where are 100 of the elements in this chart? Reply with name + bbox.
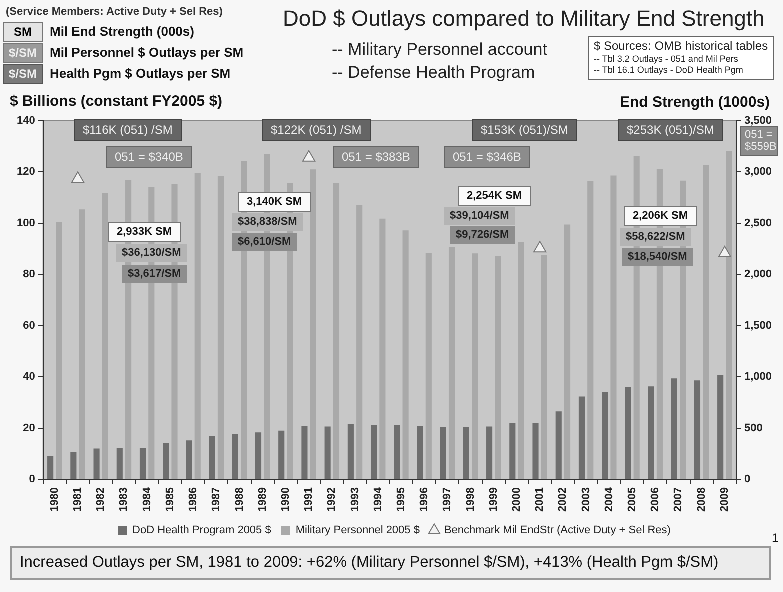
y-tick-label: 80 [23,268,36,281]
bar [518,242,524,480]
point [718,246,732,258]
bar [440,427,446,480]
bar [426,253,432,480]
bar [556,412,562,480]
bar [610,176,617,480]
x-tick-label: 1993 [349,488,362,512]
bar [194,173,201,480]
bar [348,424,354,480]
y2-tick-label: 3,000 [744,166,772,178]
x-tick-label: 2004 [603,486,616,512]
x-tick-label: 1991 [303,488,316,512]
x-tick-label: 2006 [650,488,662,512]
y2-tick-label: 1,500 [744,320,772,332]
annotation: $122K (051) /SM [262,119,371,141]
bar [302,426,308,480]
text: 051 = $559B [740,126,778,156]
bar [510,423,516,480]
bar [370,425,378,480]
x-tick-label: 1999 [488,488,500,512]
bar [102,193,108,480]
text: SM [3,22,43,42]
bar [56,222,62,480]
x-tick-label: 2009 [718,488,731,512]
text: $/SM [3,43,43,63]
x-tick-label: 1986 [188,488,200,512]
y-tick-label: 100 [16,217,36,230]
x-tick-label: 1995 [395,488,408,512]
x-tick-label: 2008 [696,488,708,512]
bar [324,426,331,480]
annotation: 3,140K SM [238,192,312,212]
y2-tick-label: 2,000 [744,268,772,281]
text: Health Pgm $ Outlays per SM [50,66,231,81]
text: -- Tbl 3.2 Outlays - 051 and Mil Pers [594,54,740,66]
text: 1 [772,531,779,545]
bar [564,224,571,480]
x-tick-label: 1984 [141,486,154,512]
bar [495,256,502,480]
bar [602,392,608,480]
x-tick-label: 1982 [95,488,108,512]
bar [671,378,678,480]
bar [140,448,146,480]
bar [648,386,654,480]
x-tick-label: 1994 [372,486,384,512]
bar [703,165,710,480]
annotation: $253K (051)/SM [618,119,724,141]
point [71,172,85,184]
text: -- Tbl 16.1 Outlays - DoD Health Pgm [594,65,744,76]
y-tick-label: 120 [16,166,36,178]
y-tick-label: 20 [23,422,36,434]
annotation: $38,838/SM [232,213,304,231]
x-tick-label: 2005 [626,488,639,512]
annotation: 2,206K SM [624,206,698,226]
text: (Service Members: Active Duty + Sel Res) [6,6,223,18]
annotation: $9,726/SM [450,226,516,244]
bar [380,218,386,480]
legend-label: Benchmark Mil EndStr (Active Duty + Sel Res) [444,524,671,537]
x-tick-label: 2002 [557,488,570,512]
text: Increased Outlays per SM, 1981 to 2009: +62% (Military Personnel $/SM), +413% (Health Pgm $/SM) [10,546,771,580]
annotation: $18,540/SM [622,248,694,266]
text: $/SM [3,64,43,84]
annotation: $3,617/SM [122,265,188,283]
annotation: $39,104/SM [444,207,516,225]
x-tick-label: 1988 [234,488,246,512]
bar [48,456,54,480]
bar [694,380,701,480]
bar [209,436,216,480]
x-tick-label: 1992 [326,488,338,512]
x-tick-label: 2001 [534,488,546,512]
annotation: $116K (051) /SM [74,119,182,141]
annotation: 051 = $383B [333,146,420,168]
bar [278,430,285,480]
point [534,241,547,253]
bar [541,255,548,480]
bar [94,448,100,480]
annotation: 2,933K SM [108,222,182,242]
text: $ Sources: OMB historical tables [594,39,768,54]
bar [718,375,724,480]
bar [255,432,262,480]
y-axis-title: $ Billions (constant FY2005 $) [10,93,223,110]
x-tick-label: 2000 [511,488,524,512]
y2-tick-label: 2,500 [744,217,772,230]
x-tick-label: 1980 [48,488,61,512]
y-tick-label: 40 [23,371,36,384]
bar [625,387,632,480]
annotation: 2,254K SM [458,186,532,206]
x-tick-label: 1987 [210,488,223,512]
annotation: 051 = $346B [444,146,530,168]
y-tick-label: 60 [23,320,36,332]
chart-title: DoD $ Outlays compared to Military End Strength [283,6,765,32]
legend-label: Military Personnel 2005 $ [296,524,420,537]
bar [232,434,238,480]
x-tick-label: 1985 [164,488,176,512]
bar [218,176,224,480]
bar [472,254,478,480]
x-tick-label: 1998 [464,488,477,512]
text: -- Defense Health Program [332,63,536,83]
bar [578,396,585,480]
bar [333,183,340,480]
